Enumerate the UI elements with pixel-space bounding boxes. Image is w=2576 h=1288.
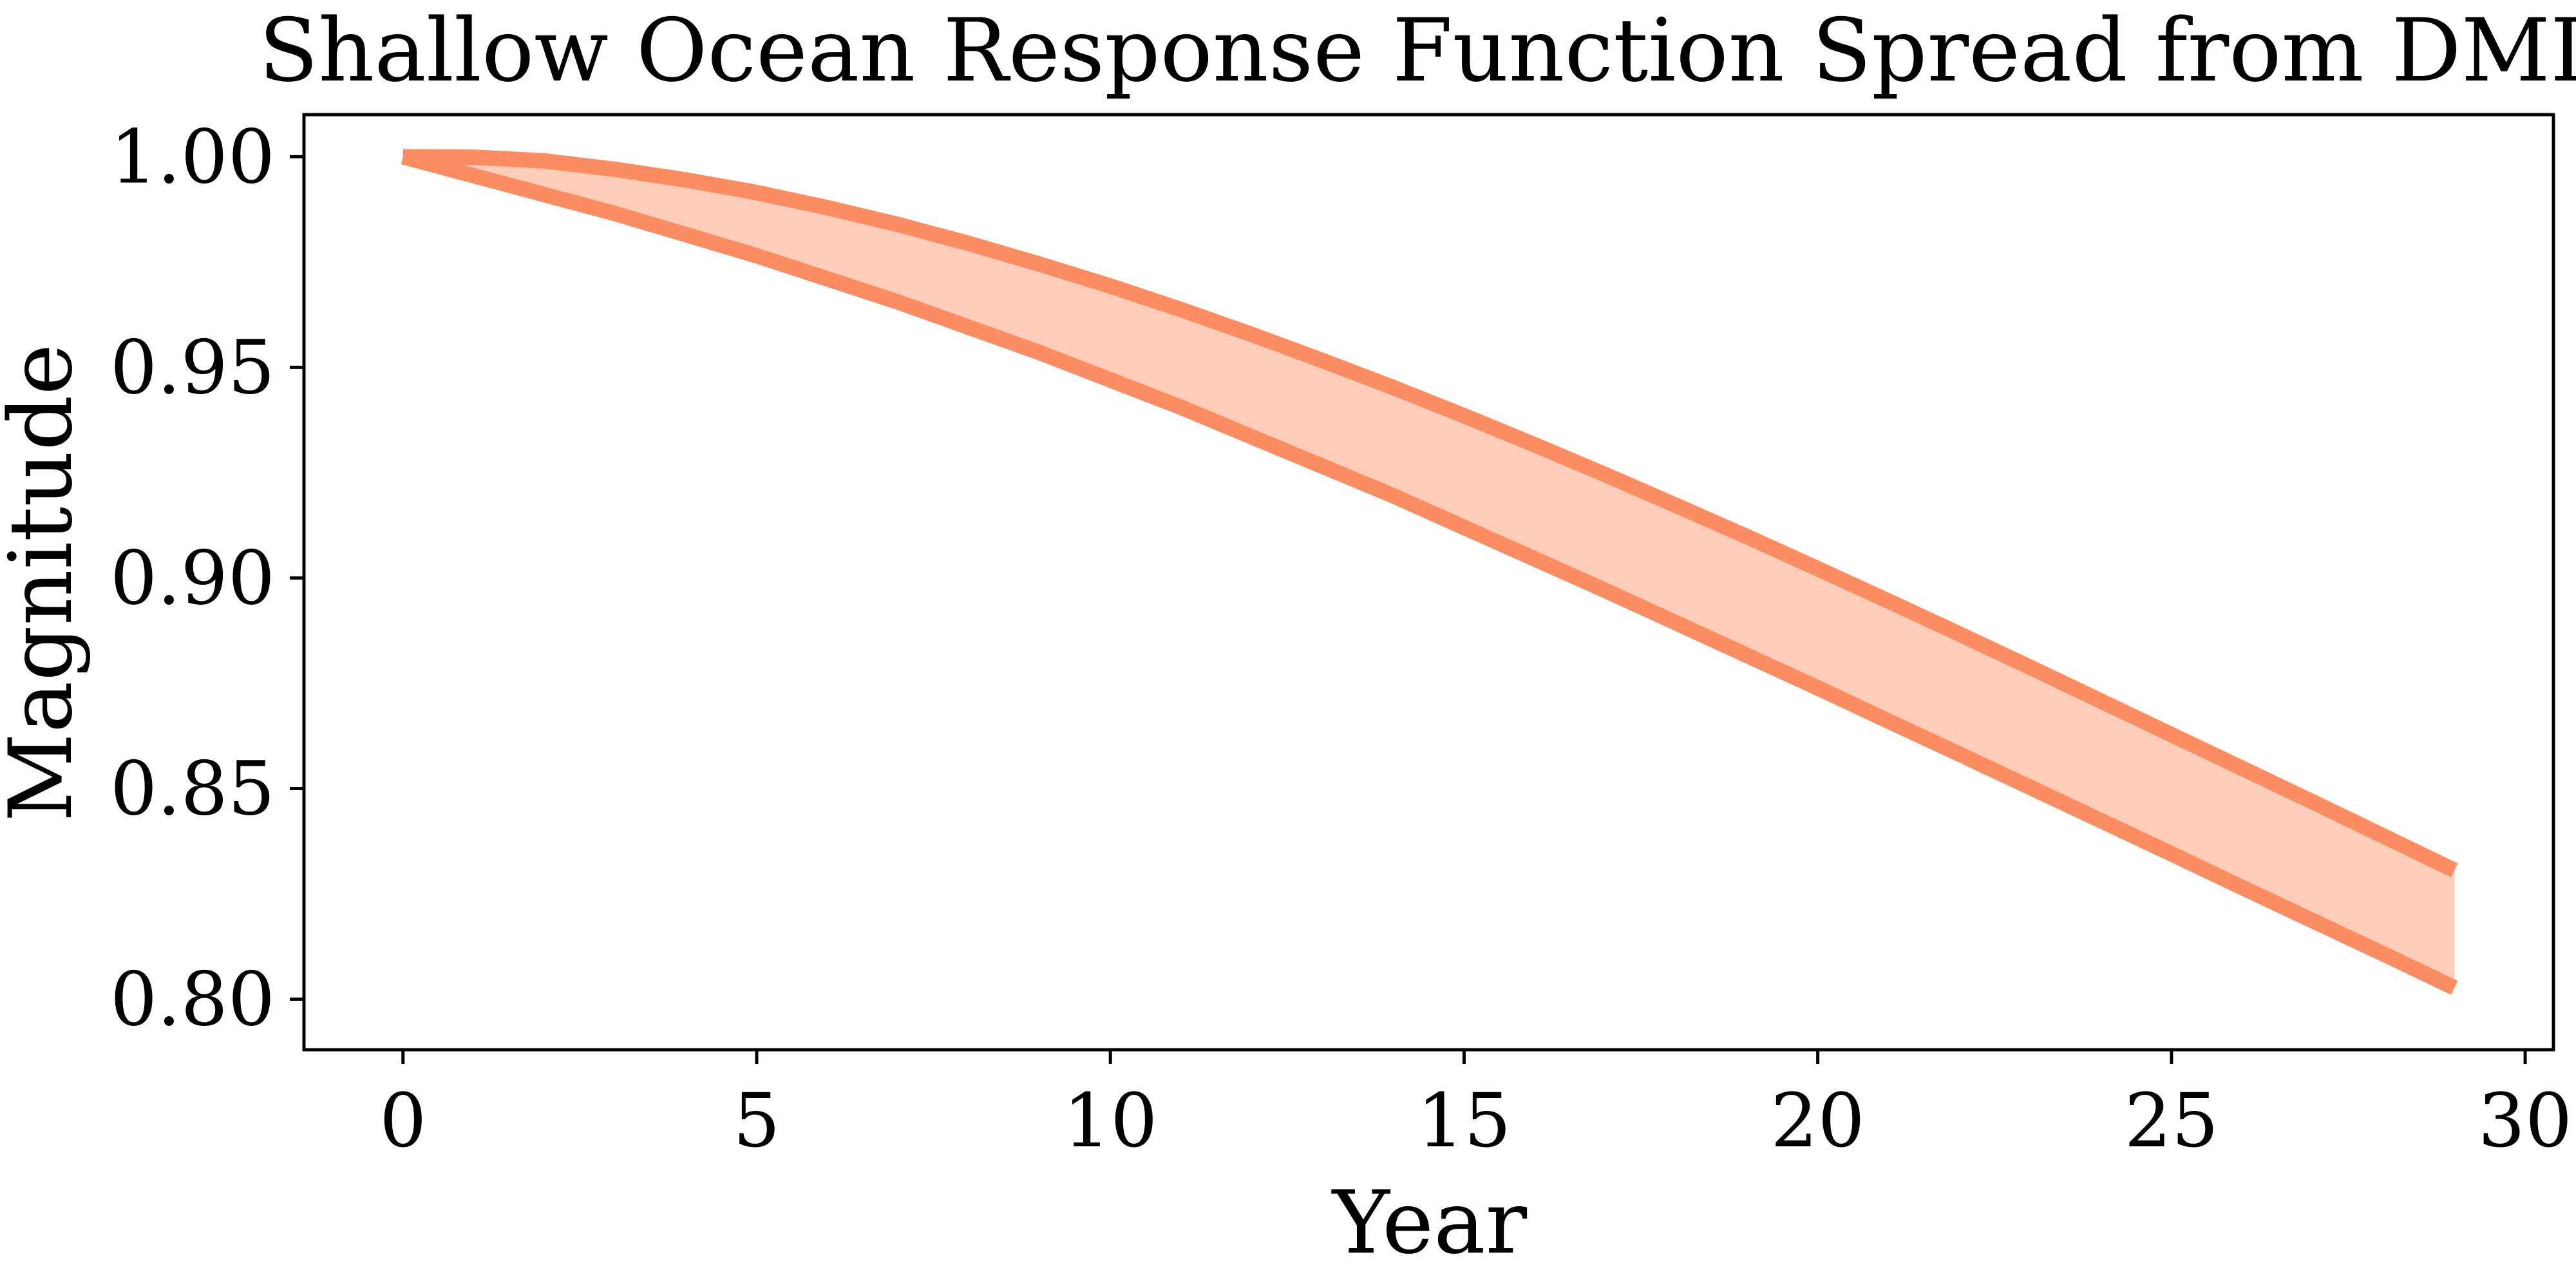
x-tick-label: 0: [379, 1078, 426, 1164]
x-tick-label: 5: [733, 1078, 780, 1164]
y-tick-label: 0.85: [110, 746, 275, 832]
x-tick-label: 10: [1063, 1078, 1157, 1164]
x-tick-label: 15: [1417, 1078, 1511, 1164]
series-line-upper: [402, 149, 2458, 878]
y-tick-label: 1.00: [110, 114, 275, 200]
x-axis: 0 5 10 15 20 25 30: [379, 1050, 2572, 1164]
x-tick-label: 25: [2125, 1078, 2219, 1164]
x-tick-label: 30: [2478, 1078, 2572, 1164]
y-axis-label: Magnitude: [0, 344, 91, 822]
series-line-lower: [401, 149, 2458, 995]
x-axis-label: Year: [1331, 1172, 1528, 1273]
x-tick-label: 20: [1770, 1078, 1864, 1164]
chart-title: Shallow Ocean Response Function Spread f…: [259, 0, 2576, 101]
plot-frame: [302, 113, 2555, 1052]
y-tick-label: 0.90: [110, 535, 275, 621]
plot-area: [302, 113, 2555, 1052]
y-axis: 0.80 0.85 0.90 0.95 1.00: [110, 114, 304, 1043]
y-tick-label: 0.95: [110, 325, 275, 411]
y-tick-label: 0.80: [110, 957, 275, 1043]
